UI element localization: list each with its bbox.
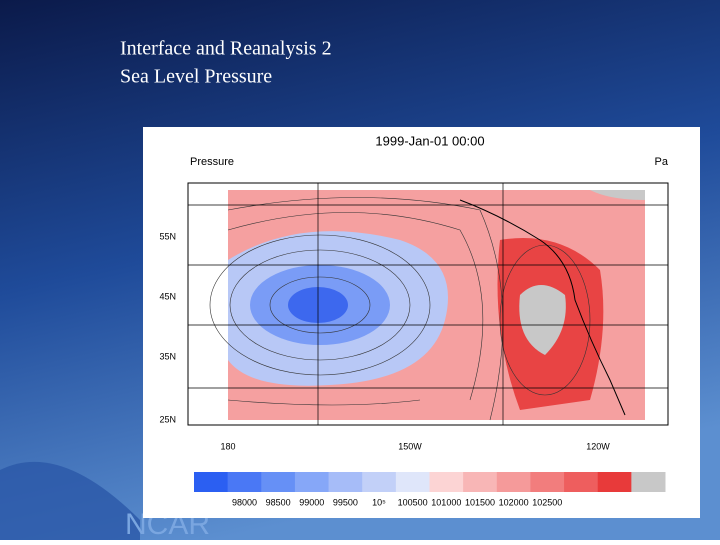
- graticule: [188, 183, 668, 425]
- field-name: Pressure: [190, 156, 234, 168]
- colorbar-swatch: [496, 472, 531, 492]
- colorbar-label: 98500: [266, 497, 291, 507]
- colorbar-swatch: [328, 472, 363, 492]
- colorbar-swatch: [597, 472, 632, 492]
- lat-label: 35N: [159, 351, 176, 361]
- colorbar-label: 98000: [232, 497, 257, 507]
- colorbar-swatch: [227, 472, 262, 492]
- swoosh: [0, 461, 140, 540]
- colorbar-label: 10⁵: [372, 497, 386, 507]
- colorbar-swatch: [631, 472, 666, 492]
- lon-label: 150W: [398, 441, 422, 451]
- units: Pa: [655, 156, 669, 168]
- colorbar-swatch: [294, 472, 330, 492]
- colorbar-swatch: [530, 472, 565, 492]
- title-line: Interface and Reanalysis 2: [120, 38, 332, 60]
- colorbar-label: 100500: [398, 497, 428, 507]
- colorbar-label: 99000: [299, 497, 324, 507]
- colorbar-swatch: [261, 472, 296, 492]
- colorbar-swatch: [395, 472, 430, 492]
- colorbar-label: 102000: [499, 497, 529, 507]
- lat-label: 55N: [159, 231, 176, 241]
- colorbar-swatch: [429, 472, 464, 492]
- lon-label: 120W: [586, 441, 610, 451]
- map-panel: 1999-Jan-01 00:00 Pressure Pa 55: [143, 127, 700, 518]
- colorbar-swatch: [362, 472, 397, 492]
- masked-terrain: [519, 285, 566, 355]
- masked-terrain: [590, 190, 645, 200]
- map-title: 1999-Jan-01 00:00: [375, 133, 484, 148]
- contours: [209, 197, 591, 421]
- colorbar-label: 101500: [465, 497, 495, 507]
- colorbar-swatch: [463, 472, 498, 492]
- colorbar-label: 102500: [532, 497, 562, 507]
- colorbar-label: 99500: [333, 497, 358, 507]
- lon-label: 180: [220, 441, 235, 451]
- colorbar-label: 101000: [431, 497, 461, 507]
- colorbar-swatch: [564, 472, 599, 492]
- colorbar-swatch: [194, 472, 229, 492]
- title-line: Sea Level Pressure: [120, 66, 272, 88]
- lat-label: 25N: [159, 414, 176, 424]
- lat-label: 45N: [159, 291, 176, 301]
- coastline: [459, 199, 626, 416]
